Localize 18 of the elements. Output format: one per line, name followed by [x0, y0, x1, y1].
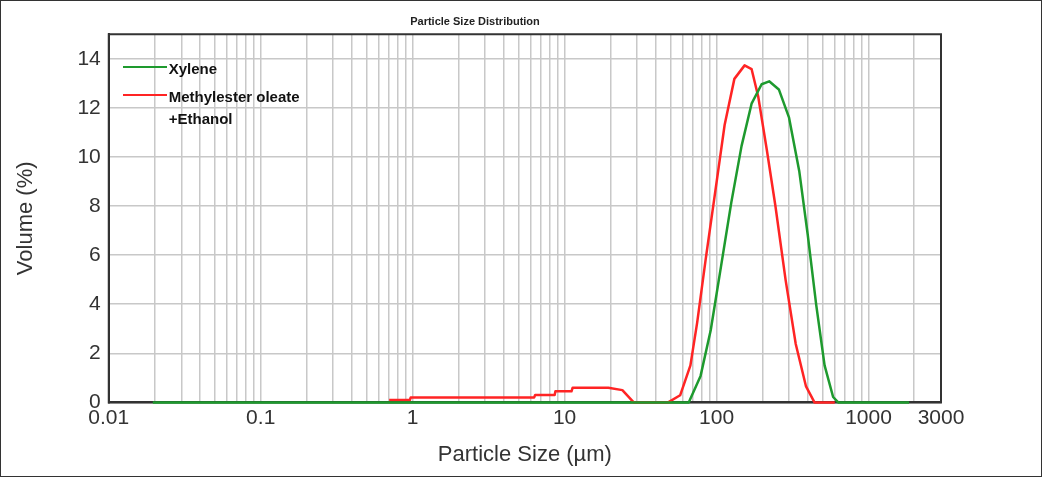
y-tick-label: 4 — [89, 291, 102, 315]
y-tick-label: 6 — [89, 241, 101, 265]
chart-title: Particle Size Distribution — [410, 14, 541, 27]
x-tick-label: 0.1 — [246, 404, 276, 428]
y-axis-title: Volume (%) — [12, 161, 38, 276]
legend-label: Xylene — [168, 59, 219, 80]
x-tick-label: 100 — [699, 404, 735, 428]
x-tick-label: 1 — [406, 404, 419, 428]
y-tick-label: 2 — [89, 340, 101, 364]
x-tick-label: 3000 — [917, 404, 965, 428]
y-tick-label: 12 — [77, 94, 101, 118]
y-tick-label: 10 — [77, 143, 101, 167]
x-tick-label: 1000 — [845, 404, 892, 428]
y-tick-label: 14 — [77, 45, 102, 69]
y-tick-label: 8 — [89, 192, 101, 216]
x-axis-title: Particle Size (µm) — [437, 440, 612, 466]
x-tick-label: 10 — [552, 404, 577, 428]
legend-label: Methylester oleate +Ethanol — [168, 87, 301, 130]
